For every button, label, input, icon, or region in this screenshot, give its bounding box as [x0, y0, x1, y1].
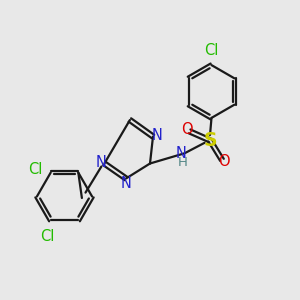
- Text: O: O: [219, 154, 230, 169]
- Text: Cl: Cl: [28, 162, 42, 177]
- Text: Cl: Cl: [204, 43, 219, 58]
- Text: N: N: [121, 176, 131, 191]
- Text: O: O: [182, 122, 193, 137]
- Text: N: N: [95, 155, 106, 170]
- Text: Cl: Cl: [40, 230, 55, 244]
- Text: S: S: [203, 131, 217, 150]
- Text: N: N: [151, 128, 162, 143]
- Text: N: N: [176, 146, 187, 161]
- Text: H: H: [178, 156, 187, 170]
